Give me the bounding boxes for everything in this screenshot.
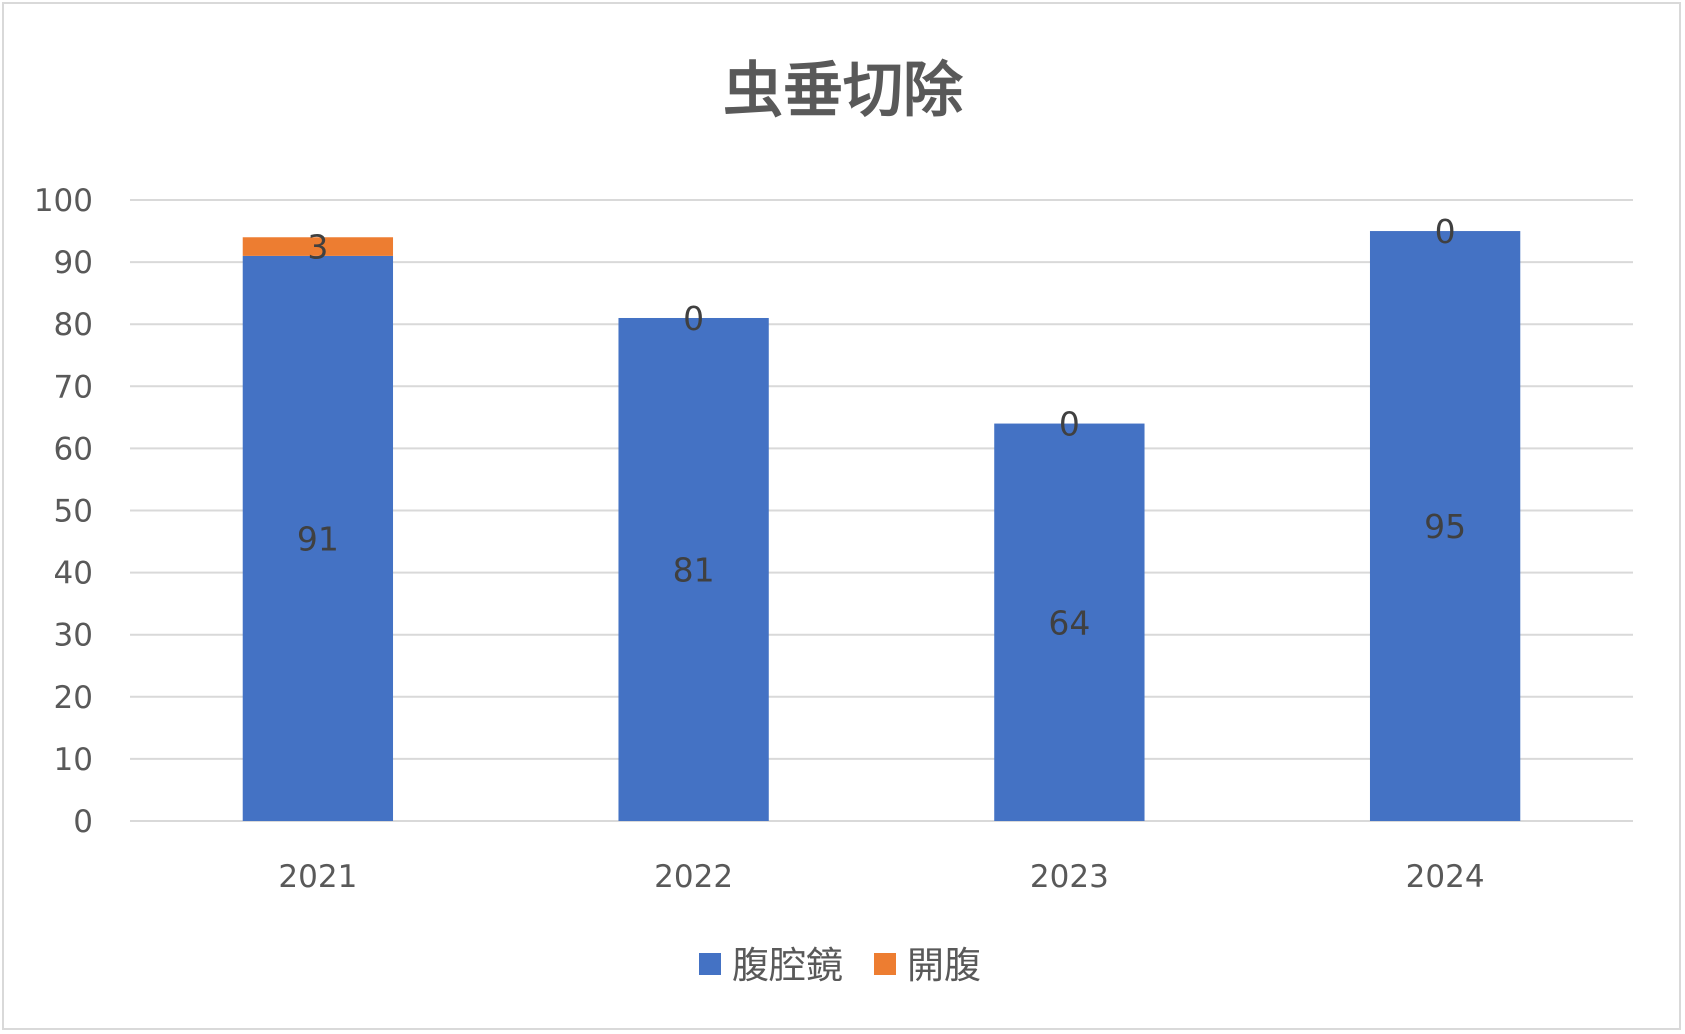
legend-label-2: 開腹 xyxy=(907,944,981,987)
bars xyxy=(242,231,1521,822)
data-label-1-2023: 64 xyxy=(1048,603,1090,642)
x-tick-label-2022: 2022 xyxy=(654,859,733,895)
y-tick-label-30: 30 xyxy=(54,618,93,654)
x-tick-label-2023: 2023 xyxy=(1030,859,1109,895)
y-tick-label-60: 60 xyxy=(54,431,93,467)
x-tick-label-2021: 2021 xyxy=(278,859,357,895)
data-label-1-2021: 91 xyxy=(297,519,339,558)
data-label-1-2022: 81 xyxy=(673,550,715,589)
data-labels: 91 3 81 0 64 0 95 0 xyxy=(297,212,1466,642)
y-tick-label-20: 20 xyxy=(54,680,93,716)
y-tick-label-70: 70 xyxy=(54,369,93,405)
y-tick-label-50: 50 xyxy=(54,494,93,530)
x-tick-label-2024: 2024 xyxy=(1406,859,1485,895)
chart-title: 虫垂切除 xyxy=(723,56,964,126)
data-label-2-2022: 0 xyxy=(683,299,704,338)
y-tick-label-10: 10 xyxy=(54,742,93,778)
bar-1-2023 xyxy=(994,423,1145,821)
y-tick-label-40: 40 xyxy=(54,556,93,592)
data-label-2-2021: 3 xyxy=(307,228,328,267)
data-label-2-2023: 0 xyxy=(1059,405,1080,444)
legend-swatch-2 xyxy=(874,953,896,975)
legend-swatch-1 xyxy=(699,953,721,975)
bar-2-2021 xyxy=(242,237,394,256)
y-tick-label-80: 80 xyxy=(54,307,93,343)
y-tick-label-0: 0 xyxy=(73,804,93,840)
data-label-1-2024: 95 xyxy=(1424,507,1466,546)
bar-1-2021 xyxy=(242,255,394,821)
y-axis-ticks: 0 10 20 30 40 50 60 70 80 90 100 xyxy=(34,183,93,840)
data-label-2-2024: 0 xyxy=(1435,212,1456,251)
legend: 腹腔鏡 開腹 xyxy=(699,944,981,987)
x-axis-ticks: 2021 2022 2023 2024 xyxy=(278,859,1484,895)
y-tick-label-90: 90 xyxy=(54,245,93,281)
bar-1-2022 xyxy=(618,317,769,821)
legend-label-1: 腹腔鏡 xyxy=(732,944,843,987)
bar-1-2024 xyxy=(1369,231,1521,822)
y-tick-label-100: 100 xyxy=(34,183,93,219)
